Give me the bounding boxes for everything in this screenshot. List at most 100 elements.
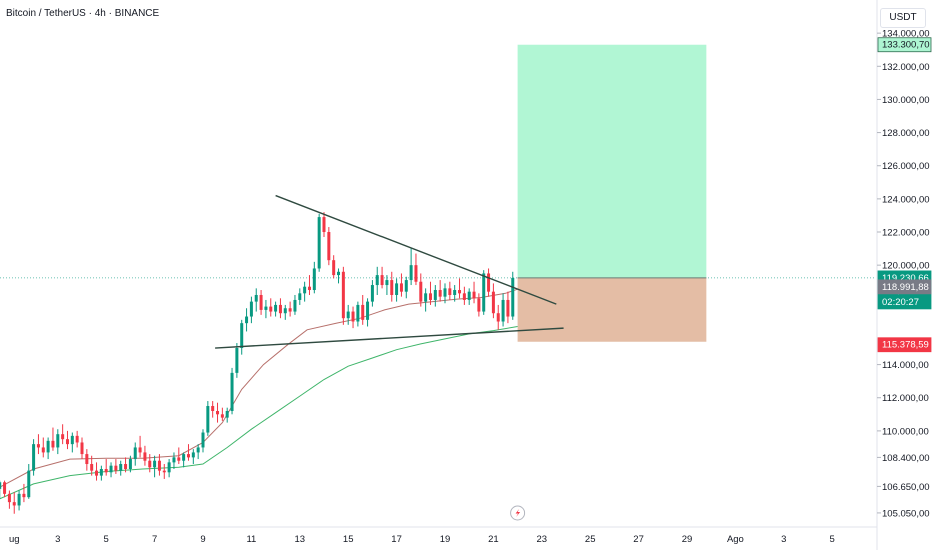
candle-body — [75, 435, 79, 443]
x-tick-label: 23 — [537, 534, 548, 545]
candle-body — [17, 493, 21, 506]
candle-body — [341, 271, 345, 319]
candle-body — [278, 304, 282, 314]
candle-body — [3, 482, 7, 494]
x-tick-label: 27 — [633, 534, 644, 545]
candle-body — [114, 465, 118, 471]
target-zone — [517, 44, 707, 278]
candle-body — [443, 288, 447, 297]
ema-fast-line — [0, 288, 518, 488]
candle-body — [85, 454, 89, 465]
candle-body — [70, 435, 74, 445]
candle-body — [22, 493, 26, 498]
candle-body — [186, 454, 190, 458]
candle-body — [482, 273, 486, 312]
candle-body — [225, 410, 229, 418]
candle-body — [0, 482, 2, 489]
candle-body — [511, 277, 515, 317]
candle-body — [385, 280, 389, 286]
candle-body — [496, 313, 500, 322]
candle-body — [428, 293, 432, 300]
candle-body — [167, 462, 171, 473]
y-tick-label: 110.000,00 — [882, 426, 929, 437]
price-label-target — [877, 37, 932, 53]
symbol-title: Bitcoin / TetherUS · 4h · BINANCE — [6, 8, 160, 19]
candle-body — [370, 285, 374, 302]
x-tick-label: ug — [9, 534, 20, 545]
candle-body — [414, 265, 418, 282]
candle-body — [269, 306, 273, 312]
price-label-text: 118.991,88 — [882, 282, 929, 293]
candle-body — [36, 444, 40, 448]
y-tick-label: 122.000,00 — [882, 228, 930, 239]
candle-body — [274, 304, 278, 312]
y-tick-label: 126.000,00 — [882, 161, 930, 172]
candle-body — [467, 291, 471, 300]
candle-body — [56, 434, 60, 448]
candle-body — [191, 452, 195, 458]
candle-body — [404, 280, 408, 292]
y-tick-label: 106.650,00 — [882, 482, 930, 493]
candle-body — [380, 275, 384, 286]
candle-body — [90, 464, 94, 471]
x-tick-label: 11 — [246, 534, 256, 545]
candle-body — [366, 301, 370, 320]
x-tick-label: 9 — [200, 534, 205, 545]
stop-zone — [517, 277, 707, 342]
candle-body — [12, 502, 16, 506]
candle-body — [409, 265, 413, 281]
y-tick-label: 112.000,00 — [882, 393, 929, 404]
candle-body — [254, 294, 258, 302]
candle-body — [119, 464, 123, 471]
candle-body — [245, 316, 249, 324]
candle-body — [51, 440, 55, 448]
price-label-text: 02:20:27 — [882, 297, 919, 308]
candle-body — [109, 465, 113, 473]
price-label-text: 115.378,59 — [882, 340, 929, 351]
candle-body — [264, 306, 268, 310]
descending-resistance-trendline — [275, 194, 557, 305]
candle-body — [128, 459, 132, 469]
candle-body — [7, 493, 11, 503]
candle-body — [95, 470, 99, 476]
candle-body — [351, 311, 355, 322]
candle-body — [240, 323, 244, 349]
candle-body — [172, 457, 176, 463]
ascending-support-trendline — [215, 327, 564, 349]
x-tick-label: 5 — [830, 534, 835, 545]
x-tick-label: 7 — [152, 534, 157, 545]
candle-body — [80, 442, 84, 455]
candle-body — [211, 406, 215, 411]
y-tick-label: 134.000,00 — [882, 29, 930, 40]
y-tick-label: 128.000,00 — [882, 128, 930, 139]
x-tick-label: Ago — [727, 534, 744, 545]
ema-slow-line — [0, 326, 518, 500]
candle-body — [346, 311, 350, 319]
candle-body — [375, 275, 379, 286]
candle-body — [501, 299, 505, 322]
candle-body — [462, 293, 466, 300]
candle-body — [259, 294, 263, 310]
x-tick-label: 3 — [781, 534, 786, 545]
price-label-text: 133.300,70 — [882, 40, 930, 51]
candle-body — [104, 468, 108, 473]
candle-body — [41, 447, 45, 453]
y-tick-label: 114.000,00 — [882, 360, 929, 371]
y-tick-label: 130.000,00 — [882, 95, 930, 106]
currency-selector[interactable]: USDT — [880, 8, 926, 28]
candle-body — [337, 271, 341, 276]
candle-body — [216, 410, 220, 415]
candle-body — [288, 308, 292, 312]
candle-body — [138, 447, 142, 453]
candle-body — [453, 290, 457, 295]
y-tick-label: 108.400,00 — [882, 453, 930, 464]
x-tick-label: 5 — [104, 534, 109, 545]
candle-body — [220, 414, 224, 418]
candle-body — [133, 447, 137, 460]
candle-body — [206, 406, 210, 433]
x-tick-label: 21 — [488, 534, 499, 545]
y-tick-label: 124.000,00 — [882, 194, 930, 205]
candle-body — [491, 291, 495, 314]
